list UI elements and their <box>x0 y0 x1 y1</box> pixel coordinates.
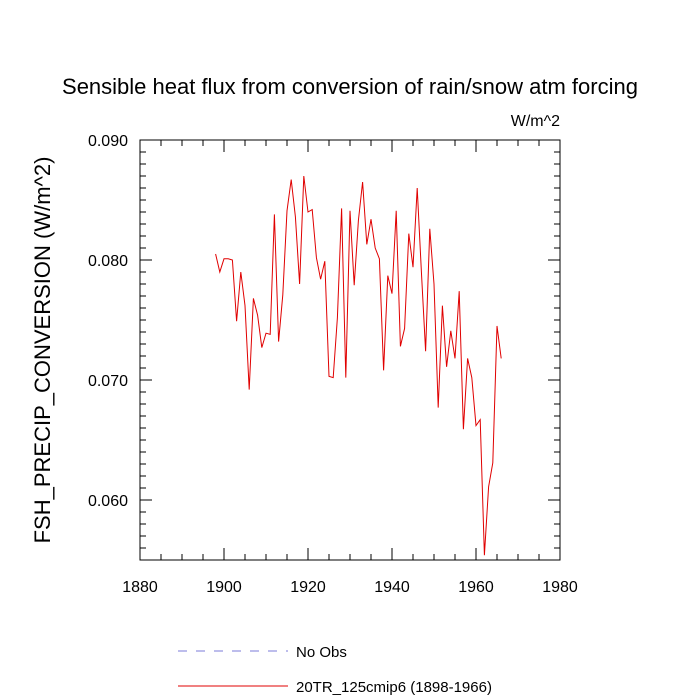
x-tick-label: 1920 <box>290 579 326 596</box>
legend: No Obs 20TR_125cmip6 (1898-1966) <box>178 644 492 696</box>
x-tick-label: 1900 <box>206 579 242 596</box>
ticks-layer: 1880 1900 1920 1940 1960 1980 0.060 0.070 0.080 0… <box>88 133 578 596</box>
plot-frame <box>139 139 561 561</box>
series-line-1 <box>215 175 502 556</box>
y-axis-label: FSH_PRECIP_CONVERSION (W/m^2) <box>30 157 55 544</box>
legend-label-no-obs: No Obs <box>296 644 347 661</box>
series-layer <box>215 175 502 556</box>
x-tick-label: 1940 <box>374 579 410 596</box>
legend-label-20tr: 20TR_125cmip6 (1898-1966) <box>296 679 492 696</box>
chart-title: Sensible heat flux from conversion of ra… <box>62 74 638 99</box>
x-tick-label: 1880 <box>122 579 158 596</box>
y-tick-label: 0.080 <box>88 253 128 270</box>
y-tick-label: 0.060 <box>88 493 128 510</box>
y-tick-label: 0.070 <box>88 373 128 390</box>
x-tick-label: 1980 <box>542 579 578 596</box>
y-tick-label: 0.090 <box>88 133 128 150</box>
units-label: W/m^2 <box>511 113 560 130</box>
x-tick-label: 1960 <box>458 579 494 596</box>
